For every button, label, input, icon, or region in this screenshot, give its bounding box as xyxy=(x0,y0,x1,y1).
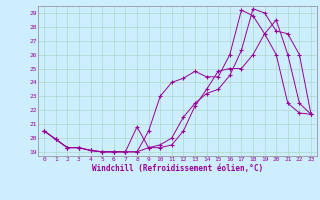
X-axis label: Windchill (Refroidissement éolien,°C): Windchill (Refroidissement éolien,°C) xyxy=(92,164,263,173)
